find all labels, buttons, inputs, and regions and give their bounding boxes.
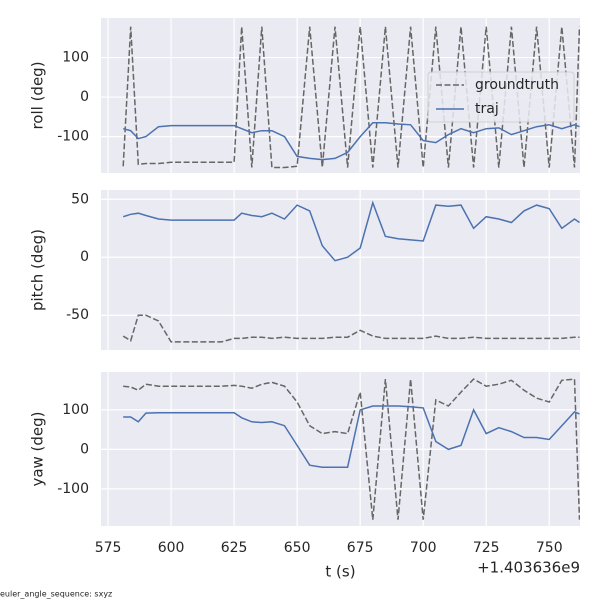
x-tick-label: 575 — [95, 540, 122, 556]
y-axis-label: yaw (deg) — [29, 411, 47, 486]
x-axis-label: t (s) — [325, 563, 355, 581]
y-tick-label: 0 — [80, 249, 89, 265]
y-tick-label: 0 — [80, 441, 89, 457]
y-tick-label: 100 — [62, 50, 89, 66]
legend-box — [427, 71, 575, 123]
plot-area — [101, 190, 580, 350]
legend-label: traj — [475, 101, 499, 117]
data-line — [122, 314, 580, 343]
x-tick-label: 700 — [410, 540, 437, 556]
y-tick-label: -50 — [66, 307, 89, 323]
x-tick-label: 625 — [221, 540, 248, 556]
y-tick-label: 50 — [71, 191, 89, 207]
y-tick-label: -100 — [57, 129, 89, 145]
y-axis-label: roll (deg) — [29, 61, 47, 129]
data-line — [123, 378, 580, 520]
x-tick-label: 725 — [473, 540, 500, 556]
data-line — [122, 200, 580, 262]
data-line — [123, 405, 580, 468]
y-tick-label: 100 — [62, 402, 89, 418]
offset-text: +1.403636e9 — [477, 559, 580, 577]
y-tick-label: -100 — [57, 481, 89, 497]
annotation: euler_angle_sequence: sxyz — [0, 590, 112, 599]
y-axis-label: pitch (deg) — [29, 229, 47, 311]
x-tick-label: 675 — [347, 540, 374, 556]
data-line — [123, 122, 580, 161]
x-tick-label: 600 — [158, 540, 185, 556]
x-tick-label: 750 — [536, 540, 563, 556]
x-tick-label: 650 — [284, 540, 311, 556]
y-tick-label: 0 — [80, 89, 89, 105]
legend-label: groundtruth — [475, 77, 559, 93]
